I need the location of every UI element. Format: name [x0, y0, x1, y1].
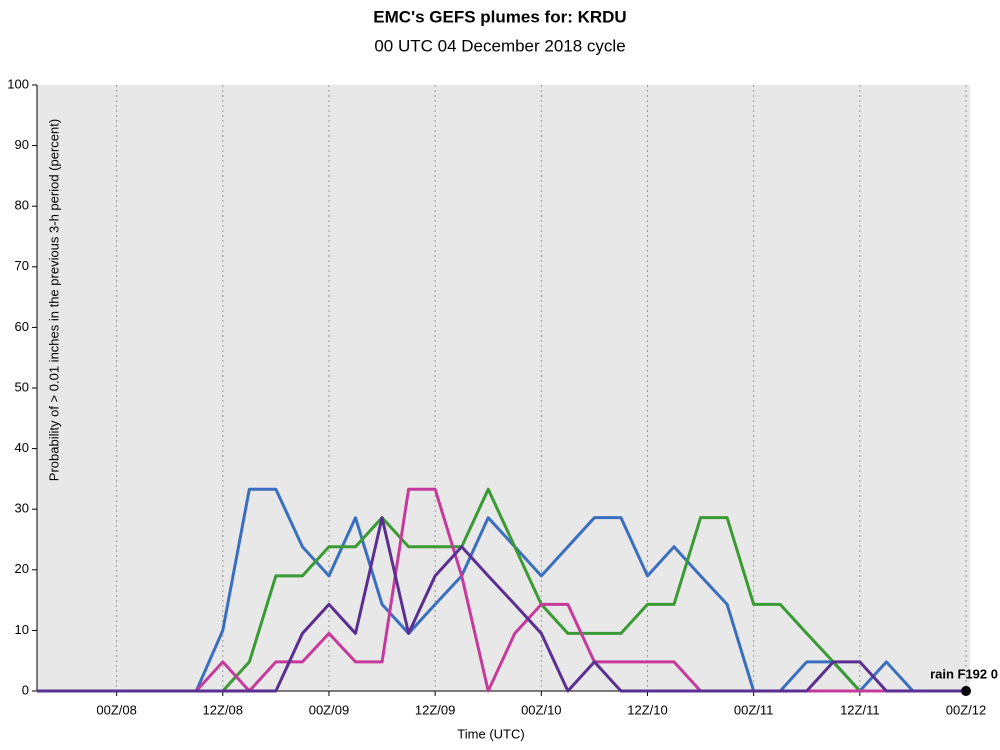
annotation-marker — [961, 686, 971, 696]
x-tick-label: 00Z/09 — [309, 702, 349, 717]
y-tick-label: 80 — [15, 198, 29, 213]
chart-title: EMC's GEFS plumes for: KRDU — [373, 7, 626, 26]
x-tick-label: 12Z/08 — [203, 702, 243, 717]
y-tick-label: 0 — [22, 682, 29, 697]
y-tick-label: 90 — [15, 137, 29, 152]
x-tick-label: 12Z/10 — [627, 702, 667, 717]
plot-background — [37, 85, 970, 691]
x-tick-label: 00Z/11 — [734, 702, 774, 717]
y-axis-label: Probability of > 0.01 inches in the prev… — [46, 119, 61, 481]
y-tick-label: 100 — [7, 76, 29, 91]
y-tick-label: 40 — [15, 440, 29, 455]
x-axis-label: Time (UTC) — [457, 726, 524, 741]
x-tick-label: 00Z/08 — [96, 702, 136, 717]
y-tick-label: 60 — [15, 319, 29, 334]
y-tick-label: 70 — [15, 258, 29, 273]
x-tick-label: 12Z/09 — [415, 702, 455, 717]
y-tick-label: 20 — [15, 561, 29, 576]
series-line — [37, 516, 966, 693]
y-tick-label: 50 — [15, 379, 29, 394]
y-tick-label: 10 — [15, 622, 29, 637]
x-tick-label: 00Z/12 — [946, 702, 986, 717]
x-tick-label: 00Z/10 — [521, 702, 561, 717]
y-tick-label: 30 — [15, 501, 29, 516]
x-tick-label: 12Z/11 — [840, 702, 880, 717]
annotation: rain F192 0 — [930, 666, 998, 681]
chart-subtitle: 00 UTC 04 December 2018 cycle — [374, 36, 625, 55]
